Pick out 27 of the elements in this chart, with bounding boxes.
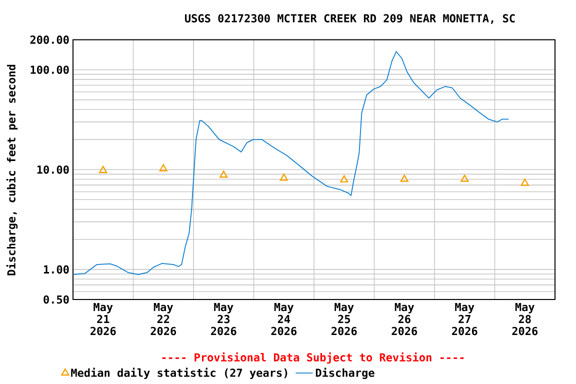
y-tick-label: 200.00 [30, 36, 69, 44]
point [99, 166, 108, 174]
chart-title: USGS 02172300 MCTIER CREEK RD 209 NEAR MONETTA, SC [185, 14, 515, 24]
y-axis-title: Discharge, cubic feet per second [6, 64, 18, 276]
x-tick-label: May 28 2026 [512, 303, 538, 336]
point [400, 174, 408, 182]
x-tick-label: May 25 2026 [331, 303, 357, 336]
legend-label: Median daily statistic (27 years) [71, 368, 288, 380]
point [460, 174, 469, 182]
y-tick-label: 100.00 [30, 66, 69, 74]
point [520, 178, 529, 186]
x-tick-label: May 21 2026 [90, 303, 116, 336]
y-tick-label: 0.50 [44, 295, 69, 304]
x-tick-label: May 27 2026 [452, 303, 478, 336]
x-tick-label: May 23 2026 [210, 303, 236, 336]
x-tick-label: May 22 2026 [150, 303, 176, 336]
y-tick-label: 10.00 [37, 165, 69, 174]
y-tick-label: 1.00 [44, 265, 69, 274]
x-tick-label: May 24 2026 [271, 303, 297, 336]
point [340, 175, 348, 182]
point [220, 170, 228, 178]
point [280, 174, 288, 181]
text: ---- Provisional Data Subject to Revision ---- [162, 352, 464, 364]
x-tick-label: May 26 2026 [392, 303, 418, 336]
legend-label: Discharge [316, 368, 374, 380]
point [159, 164, 168, 172]
line-series [73, 51, 510, 275]
